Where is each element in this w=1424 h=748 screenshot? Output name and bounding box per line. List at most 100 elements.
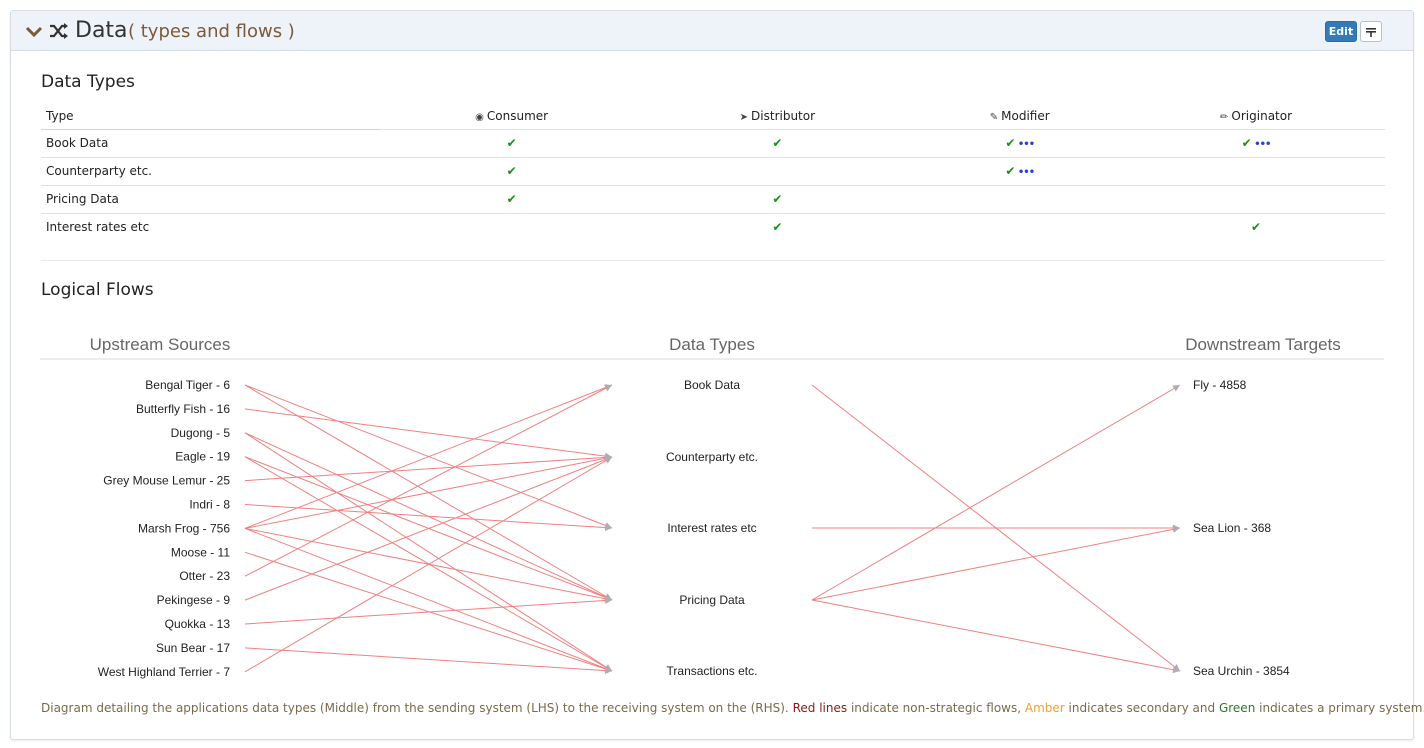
role-cell (642, 156, 913, 185)
downstream-target-label[interactable]: Sea Urchin - 3854 (1193, 664, 1290, 678)
role-cell (912, 184, 1128, 213)
footnote-red-label: Red lines (792, 701, 848, 715)
edit-button[interactable]: Edit (1325, 21, 1357, 42)
source-flow-line[interactable] (244, 453, 613, 482)
footnote-text: indicates secondary and (1068, 701, 1216, 715)
check-icon: ✔ (1005, 136, 1016, 150)
data-type-node-label[interactable]: Interest rates etc (667, 521, 756, 535)
source-flow-line[interactable] (244, 384, 613, 577)
role-header-modifier: ✎ Modifier (912, 103, 1127, 129)
upstream-source-label[interactable]: Butterfly Fish - 16 (136, 402, 230, 416)
upstream-source-label[interactable]: Bengal Tiger - 6 (145, 378, 230, 392)
footnote-text: Diagram detailing the applications data … (41, 701, 789, 715)
upstream-source-label[interactable]: Otter - 23 (179, 569, 230, 583)
role-header-label: Consumer (486, 108, 549, 123)
data-type-name: Interest rates etc (41, 212, 381, 241)
role-cell: ✔ (381, 156, 643, 185)
eye-icon: ◉ (475, 111, 484, 123)
source-flow-line[interactable] (244, 454, 613, 529)
data-type-node-label[interactable]: Counterparty etc. (666, 450, 758, 464)
source-flow-line[interactable] (244, 432, 613, 672)
source-flow-line[interactable] (244, 384, 613, 529)
role-cell: ✔ (642, 128, 913, 157)
role-cell: ✔ ••• (912, 156, 1128, 185)
upstream-sources-heading: Upstream Sources (90, 335, 231, 354)
edit-icon: ✎ (989, 111, 999, 123)
upstream-source-label[interactable]: Grey Mouse Lemur - 25 (103, 474, 230, 488)
more-icon[interactable]: ••• (1251, 139, 1271, 150)
downstream-target-label[interactable]: Fly - 4858 (1193, 378, 1247, 392)
data-type-row: Pricing Data ✔ ✔ (41, 184, 1385, 213)
data-type-name: Book Data (41, 128, 381, 157)
panel-title: Data (75, 18, 128, 43)
upstream-source-label[interactable]: Moose - 11 (171, 545, 230, 559)
downstream-targets-heading: Downstream Targets (1185, 335, 1341, 354)
data-type-row: Book Data ✔ ✔ ✔ ••• ✔ ••• (41, 128, 1385, 157)
source-flow-line[interactable] (244, 596, 613, 625)
check-icon: ✔ (772, 136, 783, 150)
role-cell: ✔ (381, 184, 643, 213)
source-flow-line[interactable] (244, 647, 613, 675)
upstream-source-label[interactable]: Indri - 8 (189, 498, 230, 512)
footnote-text: indicates a primary system. (1259, 701, 1424, 715)
upstream-source-label[interactable]: Eagle - 19 (175, 450, 230, 464)
target-flow-line[interactable] (811, 384, 1181, 601)
source-flow-line[interactable] (244, 456, 613, 673)
source-flow-line[interactable] (244, 504, 613, 532)
role-header-originator: ✏ Originator (1127, 103, 1385, 129)
more-icon[interactable]: ••• (1015, 167, 1035, 178)
role-cell (1127, 156, 1385, 185)
data-type-name: Pricing Data (41, 184, 381, 213)
data-type-node-label[interactable]: Transactions etc. (667, 664, 758, 678)
data-types-title: Data Types (41, 72, 135, 92)
source-flow-line[interactable] (244, 456, 613, 601)
role-cell (1127, 184, 1385, 213)
check-icon: ✔ (1251, 220, 1262, 235)
send-icon: ➤ (739, 111, 749, 123)
check-icon: ✔ (1241, 136, 1252, 150)
role-cell: ✔ (1127, 212, 1385, 241)
footnote-text: indicate non-strategic flows, (850, 701, 1022, 715)
role-cell: ✔ (642, 184, 913, 213)
role-cell: ✔ (642, 212, 913, 241)
target-flow-line[interactable] (811, 599, 1181, 674)
role-header-consumer: ◉ Consumer (381, 103, 642, 129)
data-type-node-label[interactable]: Book Data (684, 378, 740, 392)
upstream-source-label[interactable]: Dugong - 5 (171, 426, 231, 440)
role-cell: ✔ ••• (1127, 128, 1385, 157)
pencil-icon: ✏ (1220, 111, 1229, 123)
check-icon: ✔ (506, 164, 517, 178)
upstream-source-label[interactable]: Marsh Frog - 756 (138, 521, 230, 535)
footnote-green-label: Green (1218, 701, 1256, 715)
panel-header: Data ( types and flows ) Edit (11, 11, 1413, 51)
upstream-source-label[interactable]: Sun Bear - 17 (156, 641, 230, 655)
filter-toggle-button[interactable] (1360, 21, 1382, 42)
panel-subtitle: ( types and flows ) (128, 21, 295, 42)
check-icon: ✔ (506, 192, 517, 206)
logical-flows-title: Logical Flows (41, 280, 154, 300)
role-cell: ✔ (381, 128, 643, 157)
role-header-distributor: ➤ Distributor (642, 103, 912, 129)
check-icon: ✔ (1005, 164, 1016, 178)
source-flow-line[interactable] (244, 527, 613, 672)
upstream-source-label[interactable]: Pekingese - 9 (157, 593, 231, 607)
data-type-row: Counterparty etc. ✔ ✔ ••• (41, 156, 1385, 185)
chevron-down-icon[interactable] (25, 22, 43, 40)
target-flow-line[interactable] (811, 525, 1181, 601)
data-type-node-label[interactable]: Pricing Data (679, 593, 745, 607)
check-icon: ✔ (772, 192, 783, 206)
filter-icon (1366, 28, 1376, 37)
role-cell: ✔ ••• (912, 128, 1128, 157)
upstream-source-label[interactable]: West Highland Terrier - 7 (98, 665, 231, 679)
data-type-name: Counterparty etc. (41, 156, 381, 185)
role-header-label: Modifier (1001, 108, 1050, 123)
more-icon[interactable]: ••• (1015, 139, 1035, 150)
data-types-heading: Data Types (669, 335, 755, 354)
diagram-footnote: Diagram detailing the applications data … (41, 701, 1424, 715)
role-cell (912, 212, 1128, 241)
downstream-target-label[interactable]: Sea Lion - 368 (1193, 521, 1271, 535)
upstream-source-label[interactable]: Quokka - 13 (165, 617, 231, 631)
data-types-table: Type ◉ Consumer ➤ Distributor ✎ Modifier ✏ Orig… (41, 103, 1385, 241)
source-flow-line[interactable] (244, 408, 613, 460)
